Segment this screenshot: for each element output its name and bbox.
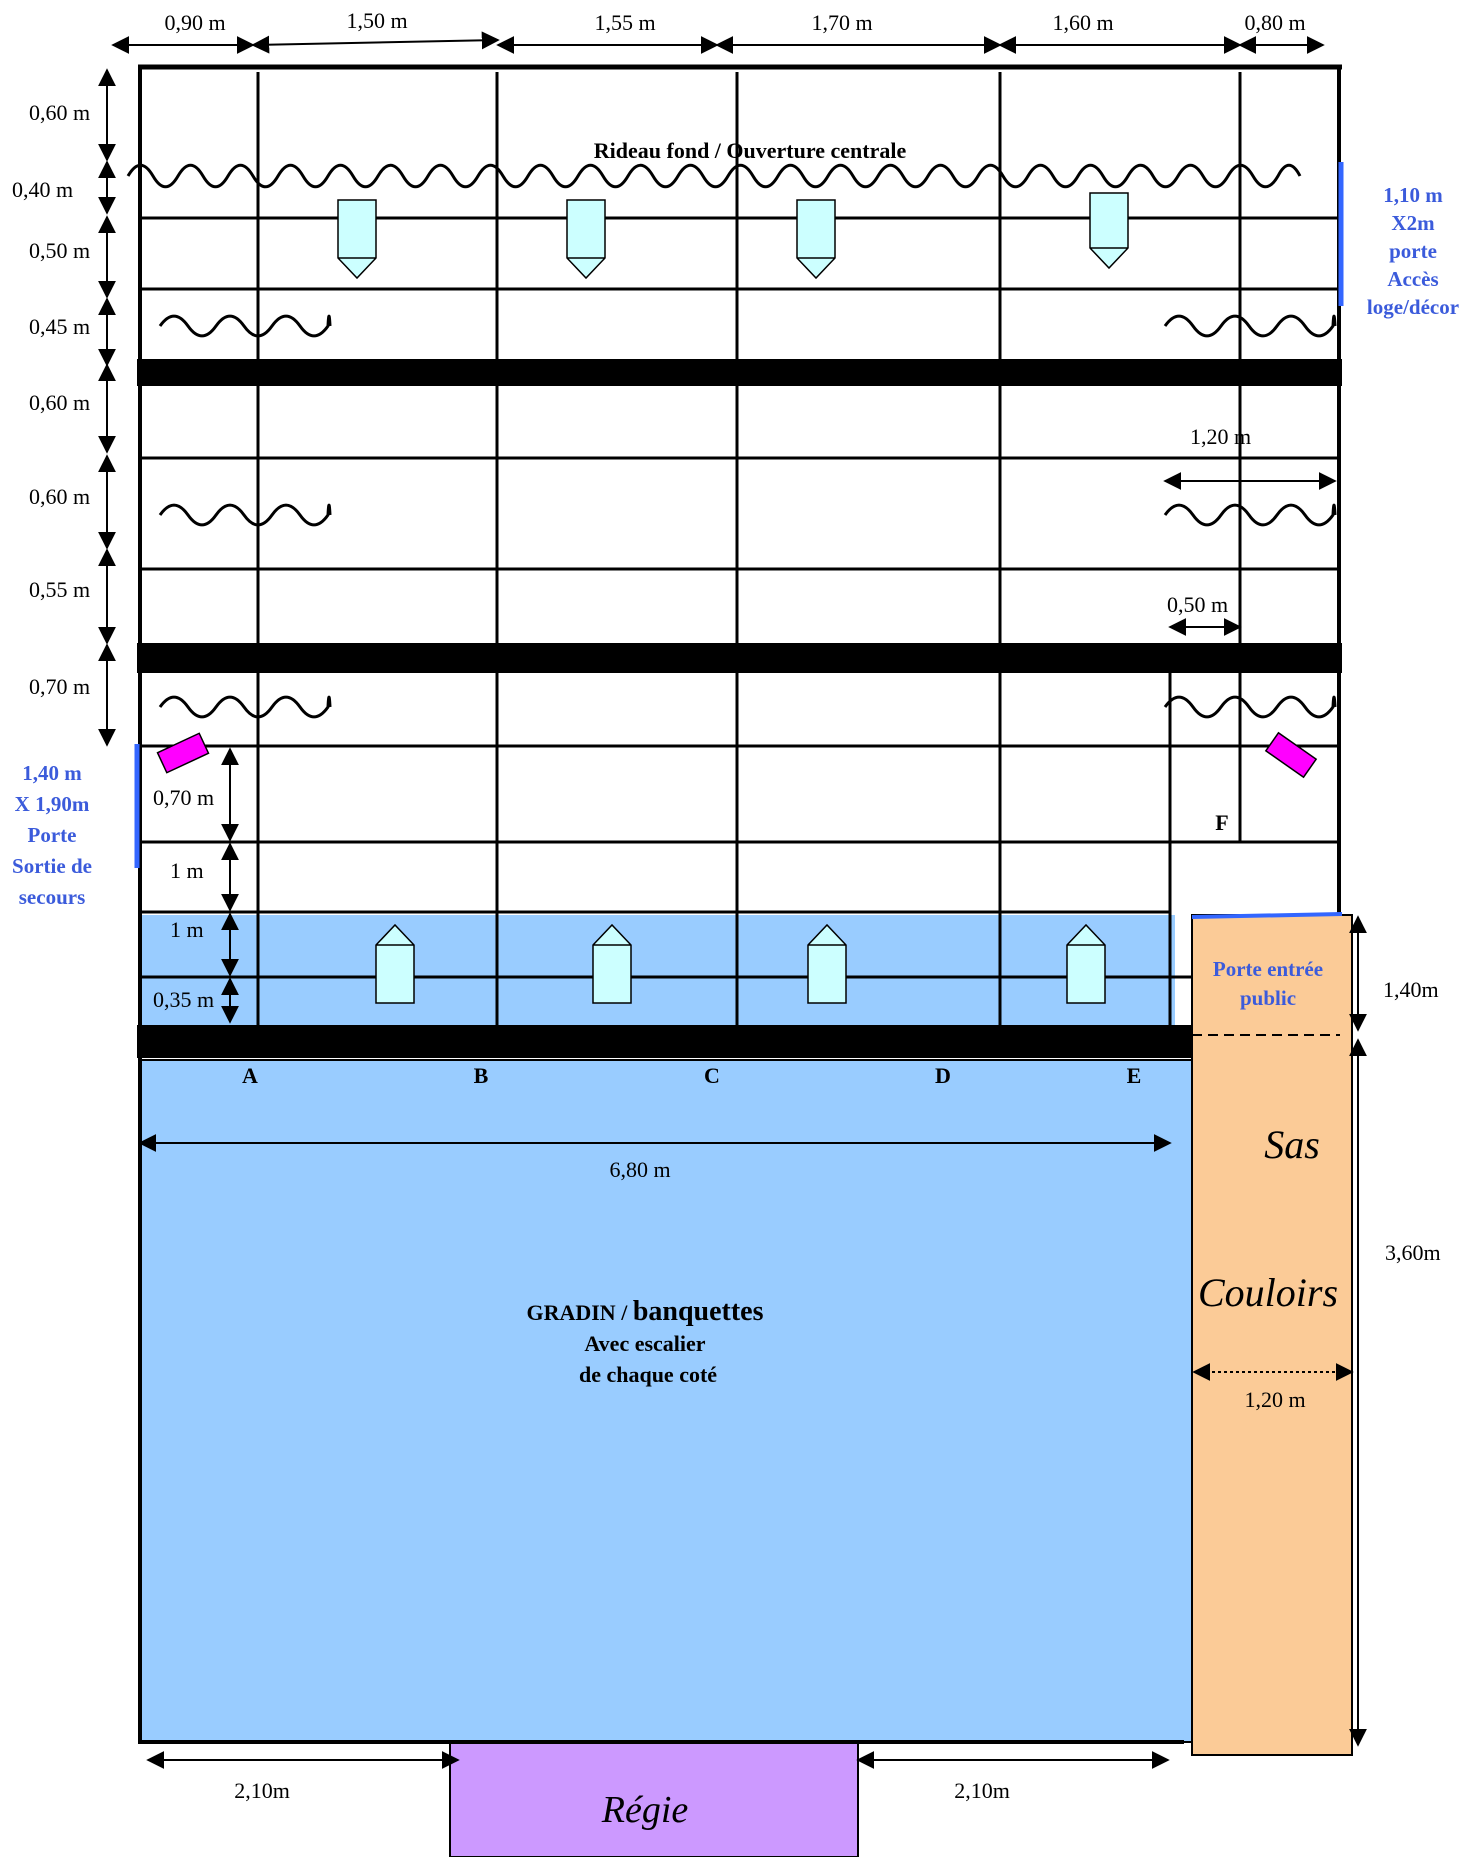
top-dim: 1,50 m xyxy=(346,8,407,33)
couloirs-label: Couloirs xyxy=(1198,1270,1338,1315)
gradin-label: GRADIN / banquettes xyxy=(526,1296,763,1327)
letter-f: F xyxy=(1215,810,1228,835)
column-letter: E xyxy=(1127,1063,1142,1088)
gradin-sub: de chaque coté xyxy=(579,1362,717,1387)
inner-dim-labels: 0,70 m 1 m 1 m 0,35 m xyxy=(153,785,214,1012)
column-letter: A xyxy=(242,1063,258,1088)
public-door xyxy=(1191,912,1343,919)
dim-120-top: 1,20 m xyxy=(1190,424,1251,449)
side-spots xyxy=(156,731,1318,779)
side-curtain xyxy=(158,503,332,527)
left-door-label: 1,40 m X 1,90m Porte Sortie de secours xyxy=(12,761,92,909)
light-icon xyxy=(807,923,847,1004)
stage-outline xyxy=(138,64,1342,1744)
column-letters: A B C D E xyxy=(242,1063,1141,1088)
door-label-line: public xyxy=(1240,986,1296,1010)
gradin-label-b: banquettes xyxy=(633,1296,764,1327)
top-dim: 1,60 m xyxy=(1052,10,1113,35)
top-dim-labels: 0,90 m 1,50 m 1,55 m 1,70 m 1,60 m 0,80 … xyxy=(164,8,1305,35)
stage-front-zone xyxy=(140,915,1175,1025)
corridor-width: 1,20 m xyxy=(1244,1387,1305,1412)
spot-icon xyxy=(156,732,210,774)
dim-360: 3,60m xyxy=(1385,1240,1441,1265)
door-label-line: X2m xyxy=(1391,211,1435,235)
light-icon xyxy=(337,199,377,280)
door-label-line: loge/décor xyxy=(1367,295,1459,319)
inner-dim: 1 m xyxy=(170,917,204,942)
left-dim: 0,60 m xyxy=(29,100,90,125)
bottom-dim: 2,10m xyxy=(234,1778,290,1803)
side-curtain xyxy=(158,314,332,338)
side-curtain xyxy=(1163,314,1337,338)
door-label-line: Porte entrée xyxy=(1213,957,1323,981)
left-dim: 0,40 m xyxy=(12,177,73,202)
bar-2 xyxy=(137,643,1342,673)
door-label-line: Sortie de xyxy=(12,854,92,878)
top-dim: 0,80 m xyxy=(1244,10,1305,35)
top-dim: 0,90 m xyxy=(164,10,225,35)
bar-1 xyxy=(137,359,1342,386)
gradin-area xyxy=(139,1059,1193,1743)
right-door-label: 1,10 m X2m porte Accès loge/décor xyxy=(1367,183,1459,319)
sas-label: Sas xyxy=(1264,1122,1320,1167)
door-label-line: 1,10 m xyxy=(1383,183,1443,207)
column-letter: C xyxy=(704,1063,720,1088)
bottom-dim: 2,10m xyxy=(954,1778,1010,1803)
left-dim: 0,55 m xyxy=(29,577,90,602)
light-icon xyxy=(1089,192,1129,270)
left-dim: 0,60 m xyxy=(29,484,90,509)
side-curtain xyxy=(158,695,332,719)
left-dim: 0,45 m xyxy=(29,314,90,339)
door-label-line: Accès xyxy=(1387,267,1438,291)
top-dim: 1,55 m xyxy=(594,10,655,35)
gradin-label-a: GRADIN / xyxy=(526,1300,632,1325)
dimension-arrow xyxy=(251,31,500,54)
top-dim: 1,70 m xyxy=(811,10,872,35)
inner-dim: 0,35 m xyxy=(153,987,214,1012)
inner-dim: 0,70 m xyxy=(153,785,214,810)
width-dim: 6,80 m xyxy=(609,1157,670,1182)
door-label-line: X 1,90m xyxy=(15,792,90,816)
door-label-line: 1,40 m xyxy=(22,761,82,785)
left-dim: 0,60 m xyxy=(29,390,90,415)
left-dim-labels: 0,60 m 0,40 m 0,50 m 0,45 m 0,60 m 0,60 … xyxy=(12,100,90,699)
light-icon xyxy=(1066,923,1106,1004)
door-label-line: porte xyxy=(1389,239,1437,263)
inner-dim: 1 m xyxy=(170,858,204,883)
regie-area xyxy=(449,1741,859,1857)
front-lights xyxy=(375,923,1106,1004)
bar-3 xyxy=(137,1025,1192,1058)
left-dim: 0,50 m xyxy=(29,238,90,263)
gradin-sub: Avec escalier xyxy=(584,1331,705,1356)
grid-lines xyxy=(140,72,1339,1025)
sas-corridor xyxy=(1191,914,1353,1756)
regie-label: Régie xyxy=(601,1789,689,1831)
back-lights xyxy=(337,192,1129,280)
light-icon xyxy=(796,199,836,280)
door-label-line: secours xyxy=(19,885,86,909)
dim-140: 1,40m xyxy=(1383,977,1439,1002)
side-curtain xyxy=(1163,503,1337,527)
curtain-label: Rideau fond / Ouverture centrale xyxy=(594,138,907,163)
column-letter: B xyxy=(474,1063,489,1088)
side-curtain xyxy=(1163,695,1337,719)
light-icon xyxy=(592,923,632,1004)
door-label-line: Porte xyxy=(28,823,77,847)
dimension-arrows xyxy=(98,31,1367,1769)
back-curtain xyxy=(126,163,1302,189)
light-icon xyxy=(375,923,415,1004)
side-curtains xyxy=(158,314,1337,719)
left-dim: 0,70 m xyxy=(29,674,90,699)
spot-icon xyxy=(1264,731,1318,779)
light-icon xyxy=(566,199,606,280)
public-door-label: Porte entrée public xyxy=(1213,957,1323,1010)
column-letter: D xyxy=(935,1063,951,1088)
dim-050: 0,50 m xyxy=(1167,592,1228,617)
